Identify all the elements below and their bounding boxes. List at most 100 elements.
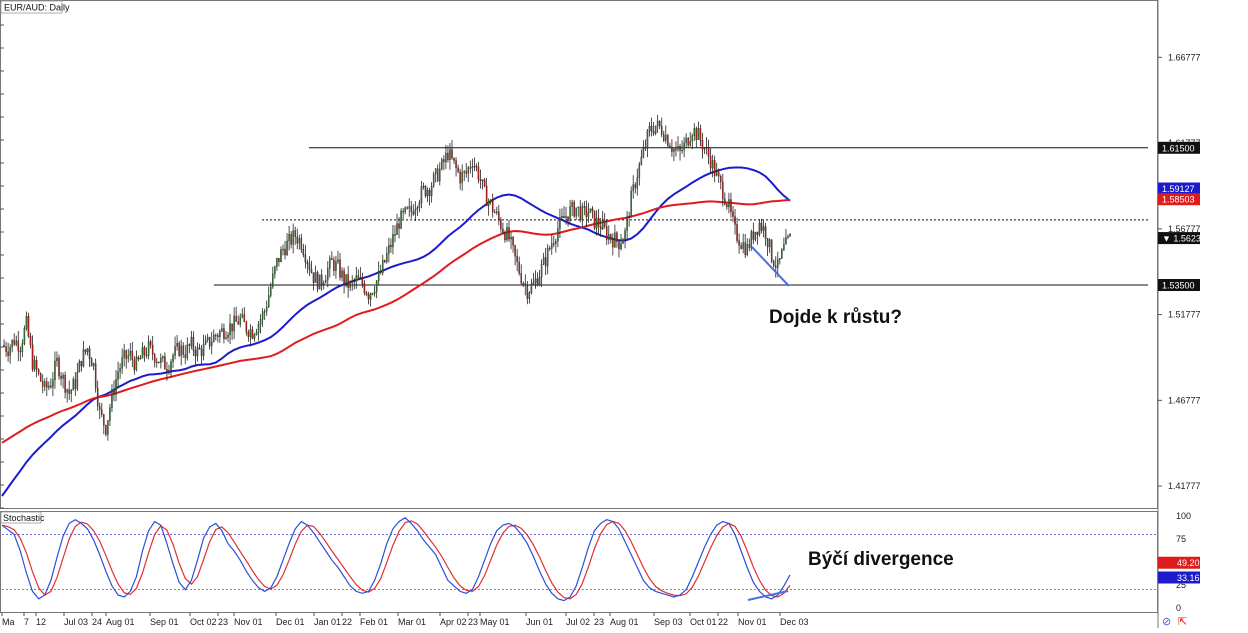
candle-up bbox=[62, 375, 64, 379]
link-icon[interactable]: ⊘ bbox=[1162, 616, 1171, 628]
candle-down bbox=[133, 359, 136, 371]
candle-up bbox=[711, 160, 714, 169]
candle-down bbox=[605, 226, 608, 240]
candle-down bbox=[504, 232, 506, 241]
candle-up bbox=[557, 228, 559, 242]
candle-down bbox=[770, 239, 773, 262]
candle-down bbox=[333, 259, 335, 271]
stoch-k-line bbox=[1, 517, 791, 602]
candle-up bbox=[337, 259, 339, 262]
candle-up bbox=[219, 331, 221, 338]
candle-up bbox=[565, 216, 567, 219]
candle-down bbox=[736, 224, 738, 241]
candle-up bbox=[286, 240, 288, 256]
candle-up bbox=[571, 202, 573, 207]
candle-down bbox=[357, 275, 360, 278]
candle-up bbox=[601, 220, 604, 230]
candle-down bbox=[465, 171, 468, 174]
candle-up bbox=[638, 164, 641, 178]
candle-down bbox=[113, 389, 115, 395]
candle-up bbox=[119, 368, 121, 372]
candle-down bbox=[184, 354, 187, 358]
scale-arrow-icon[interactable]: ⇱ bbox=[1178, 616, 1187, 628]
candle-down bbox=[306, 261, 309, 264]
candle-up bbox=[781, 249, 783, 259]
candle-up bbox=[768, 239, 771, 248]
candle-up bbox=[355, 275, 358, 282]
candle-up bbox=[21, 343, 24, 352]
divergence-trendline-stoch bbox=[747, 590, 789, 601]
x-tick-label: Feb 01 bbox=[360, 617, 388, 627]
candle-down bbox=[740, 245, 742, 249]
x-tick-label: Mar 01 bbox=[398, 617, 426, 627]
candle-up bbox=[25, 315, 28, 329]
candle-down bbox=[353, 280, 356, 283]
candle-up bbox=[48, 385, 50, 388]
candle-down bbox=[361, 277, 364, 284]
candle-down bbox=[101, 409, 103, 415]
candle-down bbox=[522, 283, 525, 285]
candle-up bbox=[121, 357, 123, 369]
candle-up bbox=[441, 159, 443, 169]
candle-down bbox=[290, 233, 292, 245]
candle-up bbox=[267, 295, 270, 308]
candle-down bbox=[188, 344, 191, 347]
candle-down bbox=[223, 328, 225, 339]
candle-down bbox=[520, 273, 522, 284]
price-tick-label: 1.66777 bbox=[1168, 52, 1201, 62]
candle-down bbox=[752, 231, 755, 240]
main-title: EUR/AUD: Daily bbox=[4, 3, 70, 13]
candle-up bbox=[233, 315, 235, 332]
candle-up bbox=[255, 332, 258, 335]
candle-down bbox=[74, 379, 77, 389]
candle-down bbox=[701, 139, 704, 150]
candle-up bbox=[608, 234, 610, 240]
candle-up bbox=[117, 371, 119, 380]
candle-up bbox=[386, 253, 388, 263]
candle-down bbox=[237, 321, 239, 325]
stoch-value-box bbox=[1158, 556, 1200, 569]
candle-up bbox=[270, 286, 272, 296]
candle-down bbox=[660, 126, 663, 135]
candle-down bbox=[652, 131, 655, 134]
candle-down bbox=[583, 206, 586, 208]
candle-up bbox=[538, 277, 541, 286]
candle-down bbox=[585, 206, 588, 217]
candle-up bbox=[540, 264, 543, 278]
candle-up bbox=[422, 186, 425, 188]
stoch-value-box bbox=[1158, 571, 1200, 584]
candle-up bbox=[86, 348, 89, 353]
candle-up bbox=[229, 323, 231, 336]
candle-up bbox=[630, 190, 632, 218]
candle-up bbox=[375, 280, 378, 293]
candle-down bbox=[304, 254, 307, 263]
candle-up bbox=[622, 239, 624, 244]
candle-up bbox=[430, 186, 433, 196]
x-tick-label: Aug 01 bbox=[106, 617, 135, 627]
candle-up bbox=[155, 361, 158, 364]
candle-down bbox=[50, 385, 52, 388]
candle-up bbox=[274, 266, 276, 275]
candle-up bbox=[324, 279, 327, 284]
candle-up bbox=[221, 328, 223, 332]
candle-up bbox=[190, 336, 193, 347]
candle-down bbox=[7, 351, 9, 356]
candle-up bbox=[777, 259, 779, 268]
candle-down bbox=[406, 207, 408, 209]
candle-up bbox=[675, 148, 677, 151]
candle-down bbox=[573, 202, 575, 217]
x-tick-label: Ma bbox=[2, 617, 15, 627]
price-tick-label: 1.56777 bbox=[1168, 224, 1201, 234]
candle-up bbox=[318, 274, 321, 290]
candle-up bbox=[272, 273, 274, 287]
candle-down bbox=[145, 354, 148, 357]
candle-up bbox=[33, 360, 36, 370]
x-tick-label: Nov 01 bbox=[738, 617, 767, 627]
candle-up bbox=[282, 248, 284, 251]
x-tick-label: Sep 01 bbox=[150, 617, 179, 627]
candle-up bbox=[532, 282, 535, 285]
candle-down bbox=[247, 332, 250, 337]
candle-up bbox=[746, 244, 749, 256]
candle-down bbox=[443, 159, 445, 163]
